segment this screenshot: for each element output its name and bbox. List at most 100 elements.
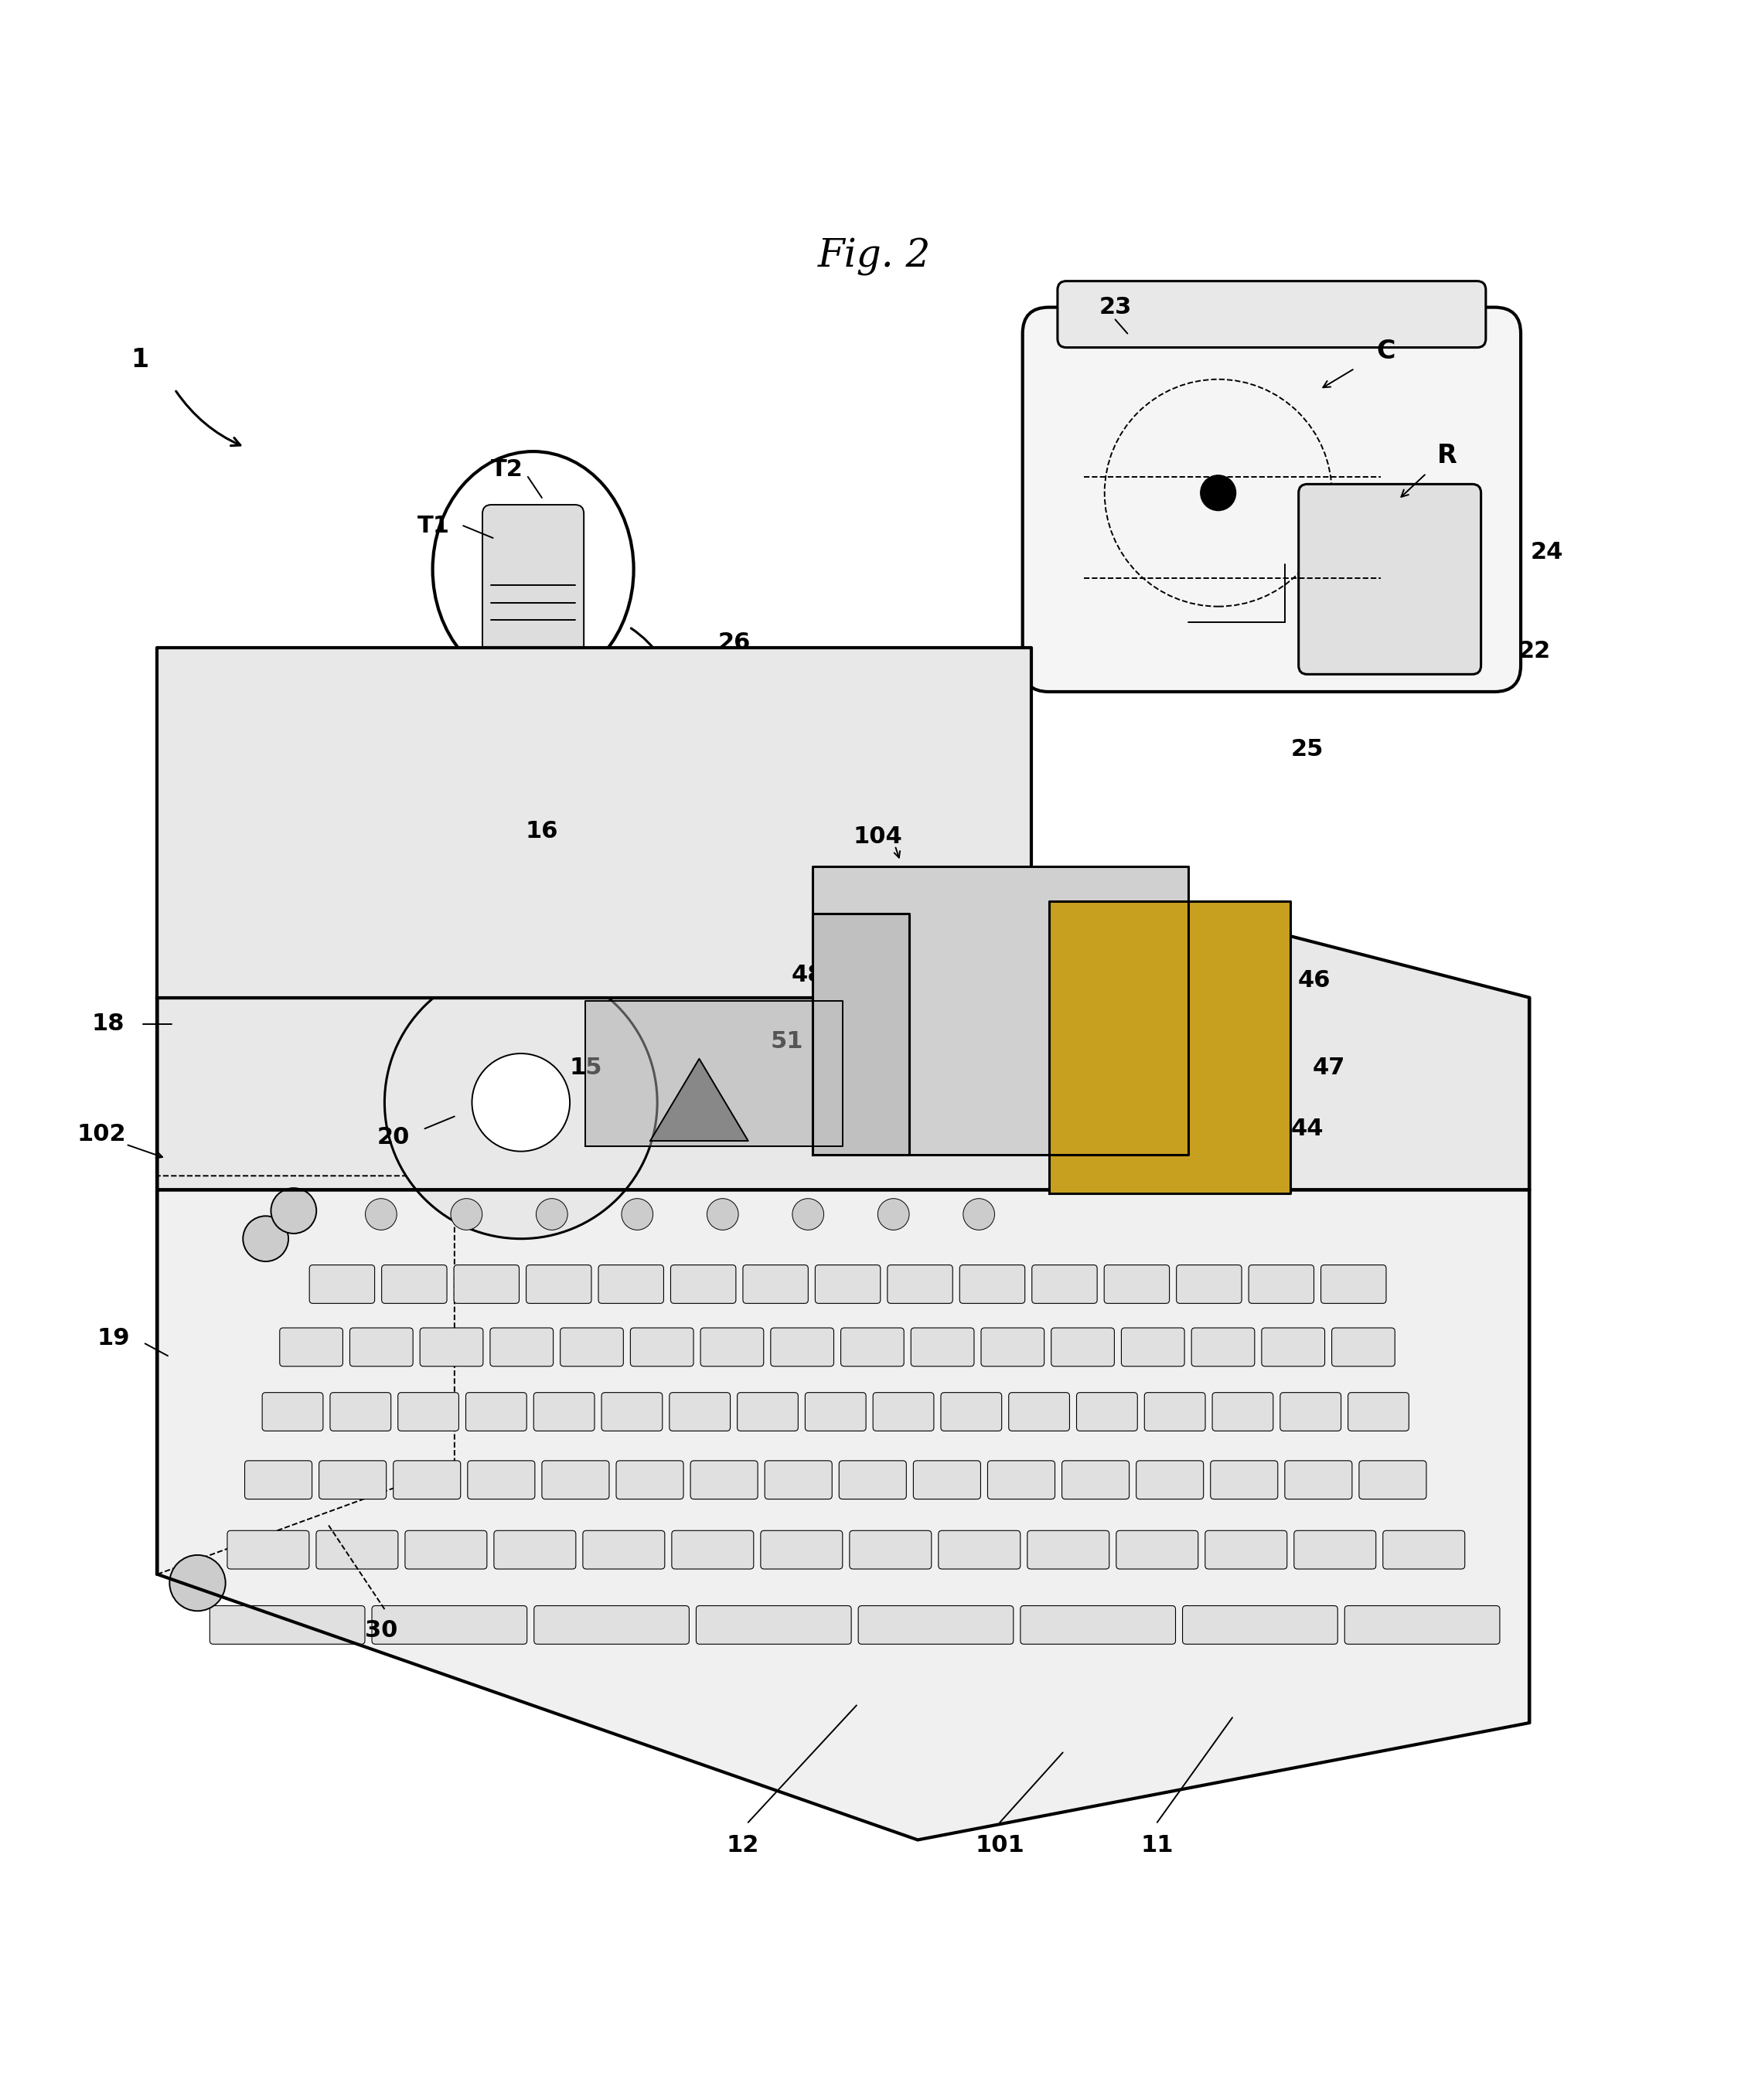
FancyBboxPatch shape [960, 1264, 1024, 1304]
FancyBboxPatch shape [1028, 1531, 1110, 1569]
Text: 104: 104 [853, 825, 902, 848]
Text: 27: 27 [902, 785, 933, 808]
FancyBboxPatch shape [1262, 1327, 1325, 1367]
FancyBboxPatch shape [988, 1462, 1054, 1499]
FancyBboxPatch shape [330, 1392, 392, 1430]
FancyBboxPatch shape [559, 1327, 624, 1367]
FancyBboxPatch shape [381, 1264, 447, 1304]
Circle shape [963, 1199, 995, 1231]
Polygon shape [157, 649, 1031, 997]
FancyBboxPatch shape [280, 1327, 343, 1367]
FancyBboxPatch shape [771, 1327, 834, 1367]
FancyBboxPatch shape [696, 1606, 851, 1644]
FancyBboxPatch shape [533, 1392, 594, 1430]
Circle shape [472, 1054, 570, 1151]
Text: 101: 101 [975, 1833, 1024, 1856]
FancyBboxPatch shape [1031, 1264, 1098, 1304]
FancyBboxPatch shape [1294, 1531, 1376, 1569]
FancyBboxPatch shape [227, 1531, 309, 1569]
Circle shape [537, 1199, 568, 1231]
FancyBboxPatch shape [1122, 1327, 1185, 1367]
Text: 102: 102 [77, 1124, 126, 1144]
FancyBboxPatch shape [489, 1327, 552, 1367]
FancyBboxPatch shape [858, 1606, 1014, 1644]
Circle shape [451, 1199, 482, 1231]
FancyBboxPatch shape [1061, 1462, 1129, 1499]
Text: 16: 16 [526, 821, 558, 842]
Circle shape [385, 966, 657, 1239]
FancyBboxPatch shape [393, 1462, 460, 1499]
Polygon shape [813, 914, 909, 1155]
FancyBboxPatch shape [743, 1264, 808, 1304]
FancyBboxPatch shape [671, 1531, 753, 1569]
Text: 23: 23 [1099, 296, 1131, 319]
Text: C: C [1377, 338, 1395, 363]
FancyBboxPatch shape [1358, 1462, 1426, 1499]
FancyBboxPatch shape [454, 1264, 519, 1304]
Text: 1: 1 [131, 346, 149, 372]
Polygon shape [1049, 901, 1290, 1193]
Polygon shape [586, 1002, 843, 1147]
FancyBboxPatch shape [701, 1327, 764, 1367]
Text: 26: 26 [718, 632, 750, 653]
Text: T1: T1 [418, 514, 449, 538]
FancyBboxPatch shape [806, 1392, 865, 1430]
Text: 51: 51 [771, 1031, 802, 1052]
Circle shape [170, 1554, 225, 1611]
FancyBboxPatch shape [1105, 1264, 1169, 1304]
FancyBboxPatch shape [1321, 1264, 1386, 1304]
FancyBboxPatch shape [350, 1327, 413, 1367]
Text: 47: 47 [1313, 1056, 1344, 1079]
FancyBboxPatch shape [1136, 1462, 1203, 1499]
Polygon shape [157, 1191, 1530, 1840]
Circle shape [837, 985, 904, 1052]
Polygon shape [650, 1058, 748, 1140]
Text: 11: 11 [1141, 1833, 1173, 1856]
FancyBboxPatch shape [850, 1531, 932, 1569]
FancyBboxPatch shape [1021, 1606, 1175, 1644]
FancyBboxPatch shape [1213, 1392, 1273, 1430]
Circle shape [706, 1199, 738, 1231]
FancyBboxPatch shape [1299, 485, 1481, 674]
Text: 20: 20 [378, 1126, 409, 1149]
FancyBboxPatch shape [467, 1462, 535, 1499]
Text: 44: 44 [1292, 1117, 1323, 1140]
Text: 24: 24 [1531, 540, 1563, 563]
FancyBboxPatch shape [1023, 307, 1521, 691]
FancyBboxPatch shape [888, 1264, 953, 1304]
Text: 28: 28 [767, 748, 799, 769]
Text: Fig. 2: Fig. 2 [818, 237, 930, 275]
FancyBboxPatch shape [318, 1462, 386, 1499]
FancyBboxPatch shape [615, 1462, 683, 1499]
FancyBboxPatch shape [738, 1392, 799, 1430]
FancyBboxPatch shape [535, 1606, 689, 1644]
FancyBboxPatch shape [399, 1392, 458, 1430]
FancyBboxPatch shape [598, 1264, 664, 1304]
Text: 18: 18 [93, 1012, 124, 1035]
Circle shape [792, 1199, 823, 1231]
FancyBboxPatch shape [420, 1327, 482, 1367]
FancyBboxPatch shape [1348, 1392, 1409, 1430]
Circle shape [877, 1199, 909, 1231]
FancyBboxPatch shape [262, 1392, 323, 1430]
Text: 19: 19 [98, 1327, 129, 1350]
FancyBboxPatch shape [1176, 1264, 1241, 1304]
Text: 15: 15 [570, 1056, 601, 1079]
FancyBboxPatch shape [926, 1016, 1021, 1111]
FancyBboxPatch shape [1051, 1327, 1115, 1367]
FancyBboxPatch shape [939, 1531, 1021, 1569]
FancyBboxPatch shape [406, 1531, 488, 1569]
FancyBboxPatch shape [159, 788, 322, 903]
FancyBboxPatch shape [526, 1264, 591, 1304]
FancyBboxPatch shape [1332, 1327, 1395, 1367]
FancyBboxPatch shape [1009, 1392, 1070, 1430]
Circle shape [365, 1199, 397, 1231]
FancyBboxPatch shape [760, 1531, 843, 1569]
Circle shape [271, 1189, 316, 1233]
FancyBboxPatch shape [1383, 1531, 1465, 1569]
FancyBboxPatch shape [245, 1462, 311, 1499]
Circle shape [622, 1199, 654, 1231]
Polygon shape [157, 840, 1530, 1191]
FancyBboxPatch shape [465, 1392, 526, 1430]
FancyBboxPatch shape [1280, 1392, 1341, 1430]
